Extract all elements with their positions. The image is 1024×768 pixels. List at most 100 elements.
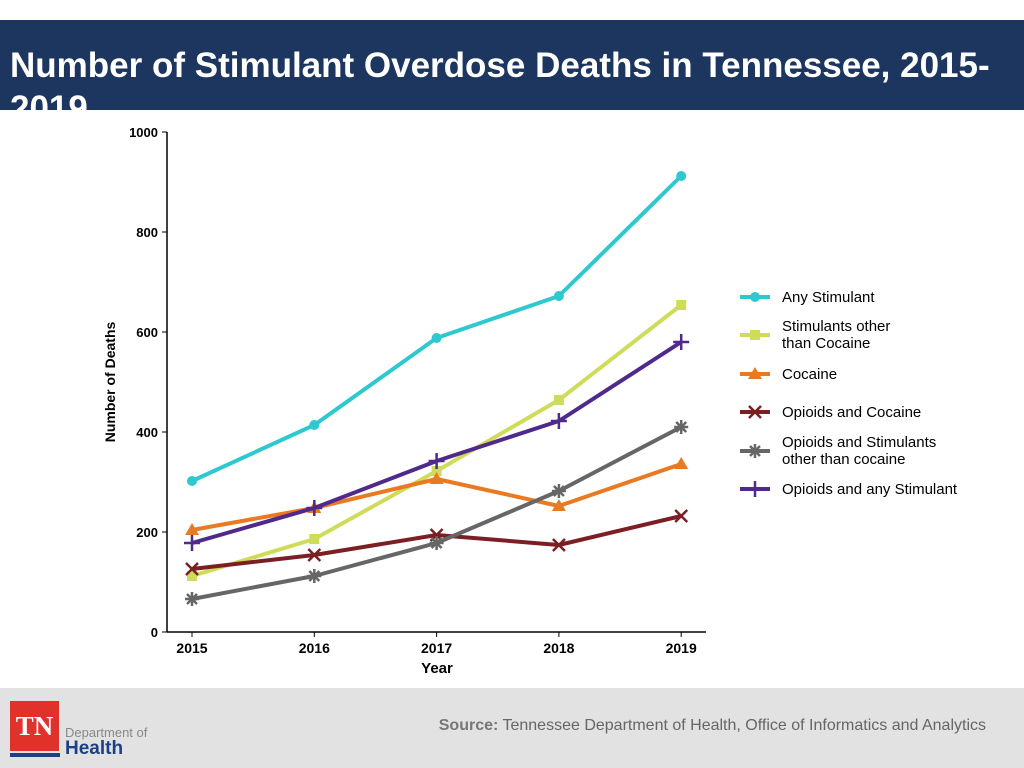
legend-marker-stimulants-other-than-cocaine (750, 330, 760, 340)
x-marker (674, 509, 689, 523)
data-point-opioids-and-any-stimulant (184, 535, 200, 551)
legend-marker-opioids-and-stimulants-other-than-cocaine (748, 444, 762, 458)
tn-logo-mark: TN (10, 701, 59, 751)
y-tick-label: 600 (136, 325, 158, 340)
circle-marker (750, 292, 760, 302)
circle-marker (309, 420, 320, 430)
plus-marker (747, 481, 763, 497)
data-point-any-stimulant (553, 291, 564, 301)
circle-marker (553, 291, 564, 301)
data-point-opioids-and-stimulants-other-than-cocaine (307, 569, 322, 583)
x-tick-label: 2017 (421, 640, 452, 656)
data-point-opioids-and-stimulants-other-than-cocaine (429, 536, 444, 550)
plus-marker (306, 500, 323, 516)
footer: TN Department of Health Source: Tennesse… (0, 688, 1024, 768)
data-point-any-stimulant (309, 420, 320, 430)
legend-marker-cocaine (748, 367, 762, 379)
data-point-stimulants-other-than-cocaine (309, 534, 320, 544)
data-point-opioids-and-cocaine (552, 538, 566, 552)
data-point-opioids-and-any-stimulant (550, 413, 567, 429)
line-chart: 0 200 400 600 800 1000 2015 2016 2017 2018 2019 Yea… (102, 125, 958, 677)
x-tick-label: 2019 (666, 640, 697, 656)
data-point-cocaine (674, 457, 689, 469)
plus-marker (673, 334, 690, 350)
triangle-marker (551, 499, 566, 511)
legend-label-cocaine: Cocaine (782, 366, 837, 383)
data-point-opioids-and-any-stimulant (306, 500, 323, 516)
data-point-any-stimulant (431, 333, 442, 343)
plus-marker (428, 453, 445, 469)
triangle-marker (185, 523, 199, 535)
x-axis-label: Year (421, 660, 453, 677)
x-tick-label: 2018 (543, 640, 574, 656)
y-tick-label: 400 (136, 425, 158, 440)
x-tick-label: 2015 (176, 640, 207, 656)
logo-health: Health (65, 738, 124, 759)
y-tick-label: 200 (136, 525, 158, 540)
data-point-opioids-and-any-stimulant (428, 453, 445, 469)
x-marker (552, 538, 566, 552)
triangle-marker (429, 472, 444, 484)
legend-label-opioids-and-any-stimulant: Opioids and any Stimulant (782, 481, 958, 498)
x-marker (748, 405, 762, 419)
y-tick-label: 1000 (129, 125, 158, 140)
legend-marker-opioids-and-cocaine (748, 405, 762, 419)
asterisk-marker (674, 420, 689, 434)
x-marker (185, 562, 199, 576)
square-marker (553, 395, 564, 405)
data-point-stimulants-other-than-cocaine (187, 571, 197, 581)
data-point-opioids-and-stimulants-other-than-cocaine (185, 592, 199, 606)
top-margin (0, 0, 1024, 20)
legend-label-stimulants-other-than-cocaine: Stimulants other (782, 318, 890, 335)
source-text: Tennessee Department of Health, Office o… (502, 717, 986, 734)
data-point-opioids-and-stimulants-other-than-cocaine (674, 420, 689, 434)
data-point-cocaine (551, 499, 566, 511)
source-note: Source: Tennessee Department of Health, … (439, 717, 986, 735)
square-marker (309, 534, 320, 544)
source-label: Source: (438, 717, 499, 734)
legend-label-stimulants-other-than-cocaine: than Cocaine (782, 335, 870, 352)
x-marker (307, 548, 322, 562)
data-point-opioids-and-any-stimulant (673, 334, 690, 350)
plus-marker (184, 535, 200, 551)
triangle-marker (674, 457, 689, 469)
data-point-stimulants-other-than-cocaine (553, 395, 564, 405)
asterisk-marker (748, 444, 762, 458)
data-point-stimulants-other-than-cocaine (676, 300, 687, 310)
logo-department: Department of (65, 725, 148, 740)
series-line-any-stimulant (191, 174, 683, 483)
asterisk-marker (185, 592, 199, 606)
data-point-stimulants-other-than-cocaine (431, 466, 442, 476)
data-point-cocaine (185, 523, 199, 535)
circle-marker (187, 476, 197, 486)
square-marker (187, 571, 197, 581)
square-marker (676, 300, 687, 310)
data-point-opioids-and-cocaine (185, 562, 199, 576)
legend-label-any-stimulant: Any Stimulant (782, 289, 875, 306)
logo-underline (10, 753, 60, 757)
asterisk-marker (307, 569, 322, 583)
y-axis-label: Number of Deaths (102, 322, 118, 443)
data-point-opioids-and-cocaine (674, 509, 689, 523)
x-tick-label: 2016 (299, 640, 330, 656)
triangle-marker (748, 367, 762, 379)
circle-marker (431, 333, 442, 343)
legend-label-opioids-and-cocaine: Opioids and Cocaine (782, 404, 921, 421)
data-point-opioids-and-stimulants-other-than-cocaine (551, 484, 566, 498)
data-point-any-stimulant (676, 171, 687, 181)
circle-marker (676, 171, 687, 181)
square-marker (750, 330, 760, 340)
legend-marker-opioids-and-any-stimulant (747, 481, 763, 497)
asterisk-marker (429, 536, 444, 550)
data-point-any-stimulant (187, 476, 197, 486)
tn-health-logo: TN Department of Health (10, 701, 150, 761)
title-bar: Number of Stimulant Overdose Deaths in T… (0, 20, 1024, 128)
legend-marker-any-stimulant (750, 292, 760, 302)
data-point-opioids-and-cocaine (307, 548, 322, 562)
series-line-opioids-and-any-stimulant (191, 340, 683, 545)
asterisk-marker (551, 484, 566, 498)
series-line-opioids-and-stimulants-other-than-cocaine (191, 425, 683, 601)
square-marker (431, 466, 442, 476)
legend-label-opioids-and-stimulants-other-than-cocaine: other than cocaine (782, 451, 905, 468)
legend-label-opioids-and-stimulants-other-than-cocaine: Opioids and Stimulants (782, 434, 936, 451)
